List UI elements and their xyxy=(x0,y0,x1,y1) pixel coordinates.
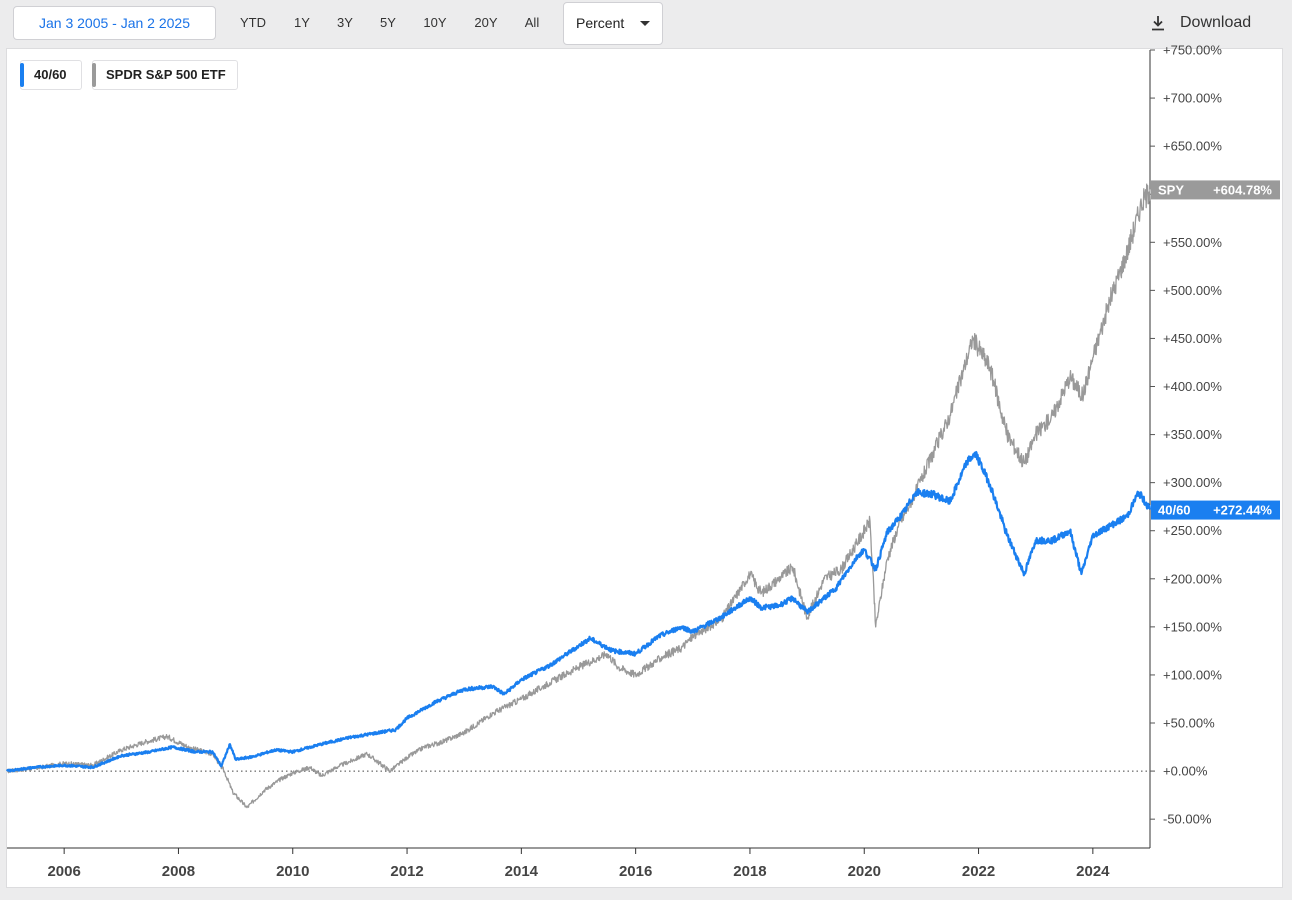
legend-color-40-60 xyxy=(20,63,24,87)
y-tick-label: +300.00% xyxy=(1163,475,1222,490)
download-icon xyxy=(1152,16,1164,31)
series-line-40-60 xyxy=(6,450,1152,773)
x-tick-label: 2012 xyxy=(390,863,423,880)
y-tick-label: +550.00% xyxy=(1163,235,1222,250)
legend-label-spy: SPDR S&P 500 ETF xyxy=(106,67,226,82)
y-tick-label: +650.00% xyxy=(1163,139,1222,154)
x-tick-label: 2022 xyxy=(962,863,995,880)
last-value-tag-40-60-value: +272.44% xyxy=(1213,503,1272,518)
last-value-tag-spy-bg xyxy=(1151,180,1280,200)
y-tick-label: +200.00% xyxy=(1163,571,1222,586)
legend-label-40-60: 40/60 xyxy=(34,67,67,82)
x-tick-label: 2016 xyxy=(619,863,652,880)
y-tick-label: +50.00% xyxy=(1163,716,1215,731)
y-tick-label: +750.00% xyxy=(1163,43,1222,58)
last-value-tag-spy-value: +604.78% xyxy=(1213,182,1272,197)
last-value-tag-40-60-bg xyxy=(1151,500,1280,520)
y-tick-label: +0.00% xyxy=(1163,764,1208,779)
y-tick-label: -50.00% xyxy=(1163,812,1212,827)
y-tick-label: +500.00% xyxy=(1163,283,1222,298)
x-tick-label: 2006 xyxy=(47,863,80,880)
range-10y-button[interactable]: 10Y xyxy=(423,15,447,30)
x-tick-label: 2018 xyxy=(733,863,766,880)
legend-color-spy xyxy=(92,63,96,87)
x-tick-label: 2014 xyxy=(505,863,539,880)
range-ytd-button[interactable]: YTD xyxy=(240,15,266,30)
toolbar: Jan 3 2005 - Jan 2 2025 YTD 1Y 3Y 5Y 10Y… xyxy=(0,0,1292,48)
x-tick-label: 2020 xyxy=(848,863,881,880)
date-range-button[interactable]: Jan 3 2005 - Jan 2 2025 xyxy=(13,6,216,40)
download-label: Download xyxy=(1180,14,1252,31)
range-5y-button[interactable]: 5Y xyxy=(380,15,396,30)
y-tick-label: +350.00% xyxy=(1163,427,1222,442)
range-1y-button[interactable]: 1Y xyxy=(294,15,310,30)
series-line-spy xyxy=(6,183,1151,809)
y-tick-label: +400.00% xyxy=(1163,379,1222,394)
y-tick-label: +700.00% xyxy=(1163,91,1222,106)
chart-panel xyxy=(6,48,1283,888)
last-value-tag-spy-name: SPY xyxy=(1158,182,1184,197)
y-tick-label: +450.00% xyxy=(1163,331,1222,346)
caret-down-icon xyxy=(640,21,650,26)
display-mode-label: Percent xyxy=(576,15,625,31)
legend-chip-40-60[interactable]: 40/60 xyxy=(20,60,82,90)
x-tick-label: 2010 xyxy=(276,863,309,880)
y-tick-label: +100.00% xyxy=(1163,667,1222,682)
range-all-button[interactable]: All xyxy=(524,15,540,30)
display-mode-select[interactable]: Percent xyxy=(563,2,663,45)
y-tick-label: +150.00% xyxy=(1163,619,1222,634)
y-tick-label: +250.00% xyxy=(1163,523,1222,538)
range-3y-button[interactable]: 3Y xyxy=(337,15,353,30)
range-20y-button[interactable]: 20Y xyxy=(474,15,498,30)
x-tick-label: 2008 xyxy=(162,863,195,880)
last-value-tag-40-60-name: 40/60 xyxy=(1158,503,1191,518)
x-tick-label: 2024 xyxy=(1076,863,1110,880)
legend-chip-spy[interactable]: SPDR S&P 500 ETF xyxy=(92,60,238,90)
